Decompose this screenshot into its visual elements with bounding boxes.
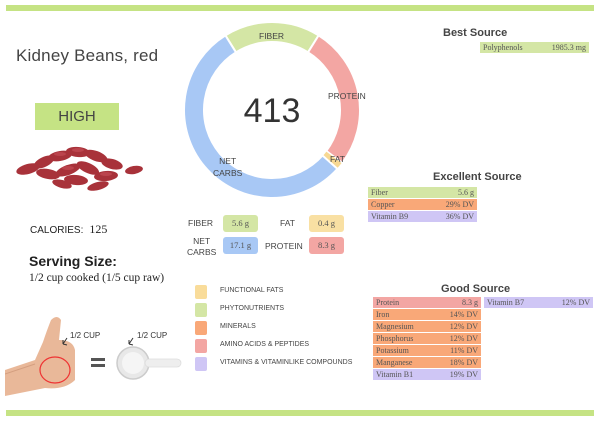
macro-donut-chart — [184, 22, 360, 198]
nutrient-name: Potassium — [376, 346, 409, 355]
good-source-row: Vitamin B1 19% DV — [373, 369, 481, 380]
nutrient-value: 11% DV — [450, 346, 478, 355]
top-accent-bar — [6, 5, 594, 11]
good-source-row: Phosphorus 12% DV — [373, 333, 481, 344]
nutrient-value: 19% DV — [449, 370, 478, 379]
nutrient-value: 8.3 g — [462, 298, 478, 307]
bottom-accent-bar — [6, 410, 594, 416]
nutrient-name: Vitamin B1 — [376, 370, 414, 379]
nutrient-value: 5.6 g — [458, 188, 474, 197]
excellent-source-row: Fiber 5.6 g — [368, 187, 477, 198]
legend-label: VITAMINS & VITAMINLIKE COMPOUNDS — [220, 359, 353, 366]
rating-badge: HIGH — [35, 103, 119, 130]
nutrient-name: Polyphenols — [483, 43, 523, 52]
best-source-title: Best Source — [443, 27, 508, 39]
donut-label-fat: FAT — [330, 154, 345, 164]
nutrient-name: Magnesium — [376, 322, 414, 331]
nutrient-name: Vitamin B9 — [371, 212, 409, 221]
donut-segment-net-carbs — [184, 33, 339, 198]
calories-label: CALORIES: — [30, 225, 84, 236]
serving-size-value: 1/2 cup cooked (1/5 cup raw) — [29, 272, 165, 284]
nutrient-value: 29% DV — [445, 200, 474, 209]
macro-label-fiber: FIBER — [188, 218, 214, 228]
donut-label-fiber: FIBER — [259, 31, 285, 41]
nutrient-value: 12% DV — [449, 334, 478, 343]
serving-size-title: Serving Size: — [29, 253, 117, 269]
legend-label: FUNCTIONAL FATS — [220, 287, 284, 294]
donut-label-net-carbs: NET CARBS — [213, 155, 242, 179]
svg-text:1/2 CUP: 1/2 CUP — [70, 331, 100, 340]
good-source-row: Iron 14% DV — [373, 309, 481, 320]
calories-row: CALORIES: 125 — [30, 222, 107, 237]
donut-label-carbs: CARBS — [213, 168, 243, 178]
serving-size-illustration: 1/2 CUP 1/2 CUP — [5, 317, 182, 396]
excellent-source-title: Excellent Source — [433, 171, 522, 183]
donut-label-protein: PROTEIN — [328, 91, 366, 101]
excellent-source-row: Copper 29% DV — [368, 199, 477, 210]
donut-center-value: 413 — [243, 92, 301, 130]
macro-label-protein: PROTEIN — [265, 241, 303, 251]
donut-label-net: NET — [219, 156, 237, 166]
nutrient-value: 1985.3 mg — [551, 43, 586, 52]
macro-label-carbs: CARBS — [187, 247, 217, 257]
legend-label: AMINO ACIDS & PEPTIDES — [220, 341, 310, 348]
macro-label-fat: FAT — [280, 218, 295, 228]
macro-value-net-carbs: 17.1 g — [223, 237, 258, 254]
good-source-row: Magnesium 12% DV — [373, 321, 481, 332]
legend-swatch — [195, 357, 207, 371]
nutrient-name: Protein — [376, 298, 400, 307]
legend-swatch — [195, 303, 207, 317]
good-source-row: Potassium 11% DV — [373, 345, 481, 356]
nutrient-value: 36% DV — [445, 212, 474, 221]
excellent-source-row: Vitamin B9 36% DV — [368, 211, 477, 222]
macro-value-fiber: 5.6 g — [223, 215, 258, 232]
legend-label: PHYTONUTRIENTS — [220, 305, 285, 312]
best-source-row: Polyphenols 1985.3 mg — [480, 42, 589, 53]
nutrient-name: Phosphorus — [376, 334, 414, 343]
nutrient-value: 18% DV — [449, 358, 478, 367]
svg-text:1/2 CUP: 1/2 CUP — [137, 331, 167, 340]
nutrient-name: Manganese — [376, 358, 413, 367]
nutrient-value: 14% DV — [449, 310, 478, 319]
good-source-title: Good Source — [441, 283, 511, 295]
macro-value-fat: 0.4 g — [309, 215, 344, 232]
kidney-beans-image — [16, 146, 143, 191]
food-title: Kidney Beans, red — [16, 46, 159, 65]
good-source-row: Manganese 18% DV — [373, 357, 481, 368]
good-source-row: Vitamin B7 12% DV — [484, 297, 593, 308]
legend-swatch — [195, 321, 207, 335]
calories-value: 125 — [89, 222, 108, 236]
macro-value-protein: 8.3 g — [309, 237, 344, 254]
nutrient-name: Iron — [376, 310, 390, 319]
legend-swatch — [195, 339, 207, 353]
macro-label-net: NET — [193, 236, 211, 246]
good-source-row: Protein 8.3 g — [373, 297, 481, 308]
nutrient-name: Copper — [371, 200, 395, 209]
nutrient-value: 12% DV — [561, 298, 590, 307]
nutrient-name: Fiber — [371, 188, 388, 197]
nutrient-name: Vitamin B7 — [487, 298, 525, 307]
legend-label: MINERALS — [220, 323, 256, 330]
macro-label-net-carbs: NET CARBS — [187, 236, 216, 258]
legend-swatch — [195, 285, 207, 299]
nutrient-value: 12% DV — [449, 322, 478, 331]
